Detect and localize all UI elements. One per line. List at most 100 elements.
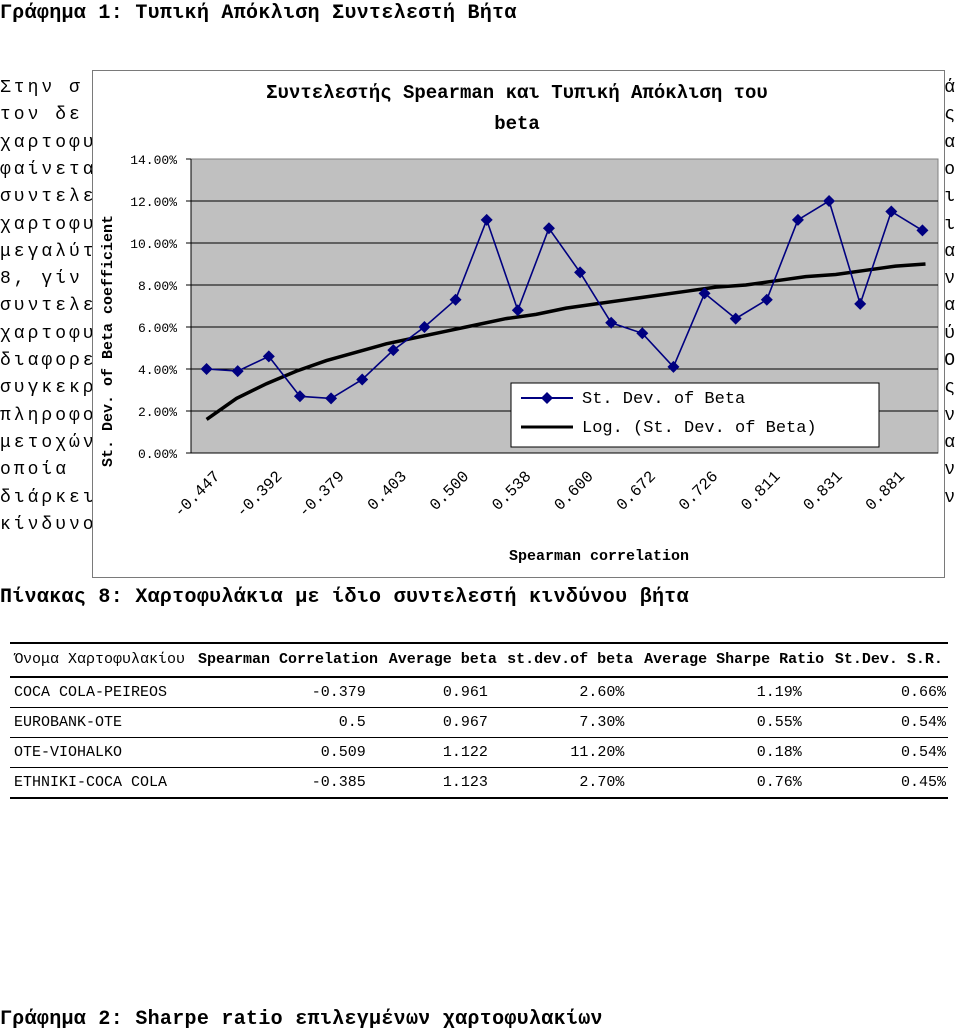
legend-box — [510, 382, 880, 448]
x-tick-label: 0.403 — [364, 468, 411, 515]
data-point — [885, 205, 898, 218]
data-point — [511, 304, 524, 317]
paragraph-fragment-right: ς — [944, 378, 958, 399]
paragraph-fragment-left: χαρτοφυ — [0, 132, 97, 153]
paragraph-fragment-right: α — [944, 241, 958, 262]
x-tick-label: 0.726 — [675, 468, 722, 515]
table-header-row: Όνομα Χαρτοφυλακίου Spearman Correlation… — [10, 642, 948, 678]
paragraph-fragment-right: ι — [944, 187, 958, 208]
cell-average-beta: 0.967 — [383, 707, 502, 738]
y-tick-label: 12.00% — [130, 195, 177, 210]
data-point — [262, 350, 275, 363]
header-portfolio-name: Όνομα Χαρτοφυλακίου — [10, 642, 193, 678]
cell-portfolio-name: ETHNIKI-COCA COLA — [10, 767, 193, 799]
paragraph-fragment-right: ι — [944, 214, 958, 235]
header-average-beta: Average beta — [383, 642, 502, 678]
portfolio-table: Όνομα Χαρτοφυλακίου Spearman Correlation… — [10, 642, 948, 799]
paragraph-fragment-right: ά — [944, 78, 958, 98]
cell-portfolio-name: COCA COLA-PEIREOS — [10, 677, 193, 708]
paragraph-fragment-right: ν — [944, 405, 958, 426]
cell-stdev-beta: 2.60% — [501, 677, 639, 708]
header-average-sharpe: Average Sharpe Ratio — [638, 642, 830, 678]
paragraph-fragment-right: α — [944, 132, 958, 153]
paragraph-fragment-right: Ο — [944, 351, 958, 371]
paragraph-fragment-left: χαρτοφυ — [0, 214, 97, 235]
paragraph-fragment-right: ν — [944, 269, 958, 290]
legend-label-stdev: St. Dev. of Beta — [582, 390, 745, 409]
chart: Συντελεστής Spearman και Τυπική Απόκλιση… — [100, 82, 939, 565]
x-tick-label: 0.831 — [800, 468, 847, 515]
paragraph-fragment-left: φαίνετα — [0, 159, 97, 180]
cell-stdev-sr: 0.54% — [829, 707, 948, 738]
table-8-heading: Πίνακας 8: Χαρτοφυλάκια με ίδιο συντελεσ… — [0, 586, 689, 609]
x-tick-label: 0.600 — [551, 468, 598, 515]
data-point — [605, 316, 618, 329]
paragraph-fragment-left: χαρτοφυ — [0, 323, 97, 344]
header-stdev-sr: St.Dev. S.R. — [829, 642, 948, 678]
cell-average-sharpe: 0.55% — [638, 707, 830, 738]
cell-average-sharpe: 0.18% — [638, 737, 830, 768]
cell-average-beta: 1.123 — [383, 767, 502, 799]
paragraph-fragment-left: 8, γίν — [0, 269, 83, 290]
header-spearman: Spearman Correlation — [192, 642, 384, 678]
table-row: OTE-VIOHALKO 0.509 1.122 11.20% 0.18% 0.… — [10, 737, 948, 768]
table-row: EUROBANK-OTE 0.5 0.967 7.30% 0.55% 0.54% — [10, 707, 948, 738]
data-point — [698, 287, 711, 300]
header-stdev-beta: st.dev.of beta — [501, 642, 639, 678]
cell-stdev-sr: 0.45% — [829, 767, 948, 799]
paragraph-fragment-right: α — [944, 432, 958, 453]
cell-spearman: -0.379 — [192, 677, 384, 708]
cell-average-sharpe: 1.19% — [638, 677, 830, 708]
table-row: COCA COLA-PEIREOS -0.379 0.961 2.60% 1.1… — [10, 677, 948, 708]
figure-2-heading: Γράφημα 2: Sharpe ratio επιλεγμένων χαρτ… — [0, 1008, 603, 1031]
paragraph-fragment-left: διαφορε — [0, 351, 97, 371]
figure-1-heading: Γράφημα 1: Τυπική Απόκλιση Συντελεστή Βή… — [0, 2, 517, 25]
cell-stdev-beta: 2.70% — [501, 767, 639, 799]
paragraph-fragment-left: διάρκει — [0, 487, 97, 508]
chart-title-line1: Συντελεστής Spearman και Τυπική Απόκλιση… — [266, 82, 768, 104]
x-tick-label: 0.672 — [613, 468, 660, 515]
x-tick-label: 0.500 — [426, 468, 473, 515]
y-tick-label: 2.00% — [138, 405, 177, 420]
paragraph-fragment-right: ς — [944, 105, 958, 126]
cell-average-beta: 1.122 — [383, 737, 502, 768]
y-tick-label: 8.00% — [138, 279, 177, 294]
cell-stdev-sr: 0.66% — [829, 677, 948, 708]
data-point — [325, 392, 338, 405]
paragraph-fragment-left: οποία — [0, 460, 70, 481]
cell-average-beta: 0.961 — [383, 677, 502, 708]
data-point — [574, 266, 587, 279]
cell-spearman: 0.5 — [192, 707, 384, 738]
data-point — [916, 224, 929, 237]
y-tick-label: 4.00% — [138, 363, 177, 378]
cell-portfolio-name: OTE-VIOHALKO — [10, 737, 193, 768]
data-point — [729, 312, 742, 325]
data-point — [356, 373, 369, 386]
paragraph-fragment-right: ο — [944, 159, 958, 180]
paragraph-fragment-left: πληροφο — [0, 405, 97, 426]
x-tick-label: -0.392 — [233, 468, 286, 521]
data-point — [231, 365, 244, 378]
paragraph-fragment-left: μεγαλύτ — [0, 241, 97, 262]
paragraph-fragment-right: α — [944, 296, 958, 317]
data-point — [760, 293, 773, 306]
data-point — [480, 213, 493, 226]
cell-stdev-beta: 7.30% — [501, 707, 639, 738]
paragraph-fragment-right: ν — [944, 460, 958, 481]
y-tick-label: 0.00% — [138, 447, 177, 462]
paragraph-fragment-left: Στην σ — [0, 78, 83, 98]
chart-title-line2: beta — [494, 113, 540, 135]
data-point — [542, 222, 555, 235]
data-point — [387, 344, 400, 357]
legend-marker-stdev — [541, 392, 553, 404]
x-axis-label: Spearman correlation — [509, 548, 689, 565]
data-point — [823, 195, 836, 207]
data-point — [449, 293, 462, 306]
x-tick-label: -0.379 — [295, 468, 348, 521]
x-tick-label: 0.881 — [862, 468, 909, 515]
data-point — [791, 213, 804, 226]
y-tick-label: 14.00% — [130, 153, 177, 168]
data-point — [418, 321, 431, 333]
legend: St. Dev. of Beta Log. (St. Dev. of Beta) — [510, 382, 880, 448]
cell-portfolio-name: EUROBANK-OTE — [10, 707, 193, 738]
